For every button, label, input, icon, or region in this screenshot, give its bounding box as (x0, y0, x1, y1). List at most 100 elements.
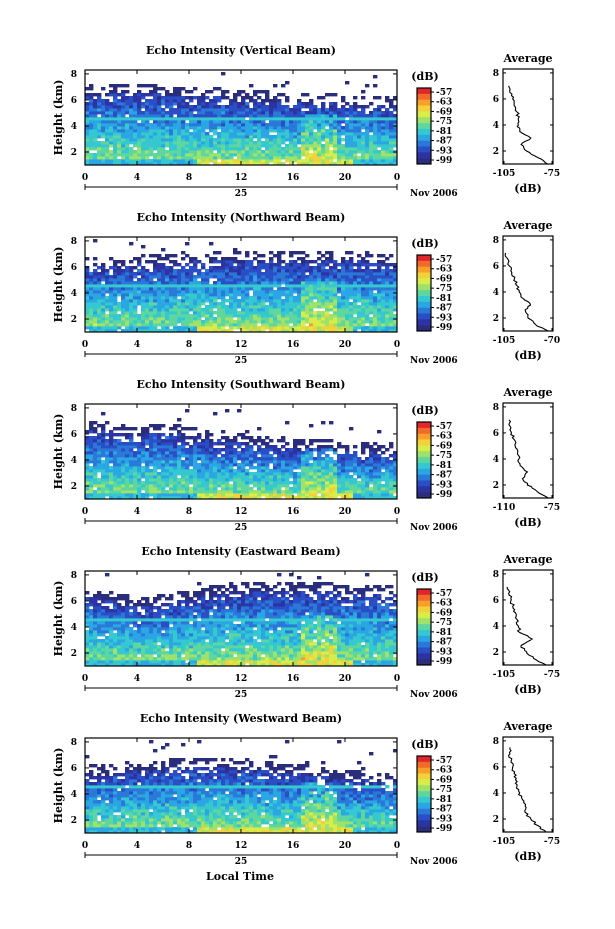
heatmap-cell (293, 311, 298, 315)
heatmap-cell (157, 254, 162, 258)
heatmap-cell (297, 448, 302, 452)
heatmap-cell (273, 478, 278, 482)
heatmap-cell (345, 135, 350, 139)
heatmap-cell (345, 302, 350, 306)
heatmap-cell (241, 284, 246, 288)
heatmap-cell (241, 132, 246, 136)
heatmap-cell (121, 126, 126, 130)
heatmap-cell (317, 445, 322, 449)
heatmap-cell (145, 162, 150, 166)
heatmap-cell (125, 448, 130, 452)
heatmap-cell (125, 132, 130, 136)
heatmap-cell (337, 445, 342, 449)
heatmap-cell (345, 129, 350, 133)
heatmap-cell (153, 320, 158, 324)
heatmap-cell (301, 266, 306, 270)
heatmap-cell (145, 281, 150, 285)
heatmap-cell (221, 141, 226, 145)
heatmap-cell (349, 138, 354, 142)
heatmap-cell (233, 141, 238, 145)
heatmap-cell (229, 144, 234, 148)
heatmap-cell (117, 305, 122, 309)
heatmap-cell (377, 105, 382, 109)
heatmap-cell (373, 111, 378, 115)
heatmap-cell (145, 123, 150, 127)
heatmap-cell (249, 296, 254, 300)
heatmap-cell (257, 281, 262, 285)
heatmap-cell (237, 305, 242, 309)
heatmap-cell (213, 311, 218, 315)
heatmap-cell (229, 472, 234, 476)
heatmap-cell (345, 305, 350, 309)
y-tick-label: 6 (71, 96, 77, 106)
heatmap-cell (333, 114, 338, 118)
heatmap-cell (353, 123, 358, 127)
heatmap-cell (305, 141, 310, 145)
heatmap-cell (393, 141, 398, 145)
heatmap-cell (181, 287, 186, 291)
heatmap-cell (353, 153, 358, 157)
heatmap-cell (297, 496, 302, 500)
heatmap-cell (241, 260, 246, 264)
heatmap-cell (197, 96, 202, 100)
heatmap-cell (165, 159, 170, 163)
heatmap-cell (165, 323, 170, 327)
heatmap-cell (253, 156, 258, 160)
heatmap-cell (297, 135, 302, 139)
heatmap-cell (189, 496, 194, 500)
heatmap-cell (265, 269, 270, 273)
heatmap-cell (341, 305, 346, 309)
heatmap-cell (261, 266, 266, 270)
heatmap-cell (157, 478, 162, 482)
heatmap-cell (345, 287, 350, 291)
heatmap-cell (253, 284, 258, 288)
heatmap-cell (221, 117, 226, 121)
heatmap-cell (201, 439, 206, 443)
heatmap-cell (209, 293, 214, 297)
heatmap-cell (349, 478, 354, 482)
heatmap-cell (205, 117, 210, 121)
heatmap-cell (325, 287, 330, 291)
heatmap-cell (337, 135, 342, 139)
heatmap-cell (201, 159, 206, 163)
heatmap-cell (285, 442, 290, 446)
heatmap-cell (381, 132, 386, 136)
heatmap-cell (261, 254, 266, 258)
heatmap-cell (373, 296, 378, 300)
heatmap-cell (129, 454, 134, 458)
heatmap-cell (301, 153, 306, 157)
heatmap-cell (189, 302, 194, 306)
heatmap-cell (125, 496, 130, 500)
heatmap-cell (305, 162, 310, 166)
heatmap-cell (205, 472, 210, 476)
heatmap-cell (189, 105, 194, 109)
heatmap-cell (289, 460, 294, 464)
heatmap-cell (209, 299, 214, 303)
heatmap-cell (289, 260, 294, 264)
heatmap-cell (253, 472, 258, 476)
heatmap-cell (353, 290, 358, 294)
heatmap-cell (373, 75, 378, 79)
heatmap-cell (241, 299, 246, 303)
heatmap-cell (93, 290, 98, 294)
heatmap-cell (253, 293, 258, 297)
heatmap-cell (265, 141, 270, 145)
heatmap-cell (137, 129, 142, 133)
heatmap-cell (325, 120, 330, 124)
heatmap-cell (229, 257, 234, 261)
heatmap-cell (325, 445, 330, 449)
heatmap-cell (297, 460, 302, 464)
heatmap-cell (329, 439, 334, 443)
heatmap-cell (273, 266, 278, 270)
heatmap-cell (173, 144, 178, 148)
heatmap-cell (325, 114, 330, 118)
heatmap-cell (165, 269, 170, 273)
heatmap-cell (301, 93, 306, 97)
heatmap-cell (273, 96, 278, 100)
heatmap-cell (125, 144, 130, 148)
heatmap-cell (205, 299, 210, 303)
heatmap-cell (241, 326, 246, 330)
heatmap-cell (105, 421, 110, 425)
heatmap-cell (301, 111, 306, 115)
heatmap-cell (101, 475, 106, 479)
